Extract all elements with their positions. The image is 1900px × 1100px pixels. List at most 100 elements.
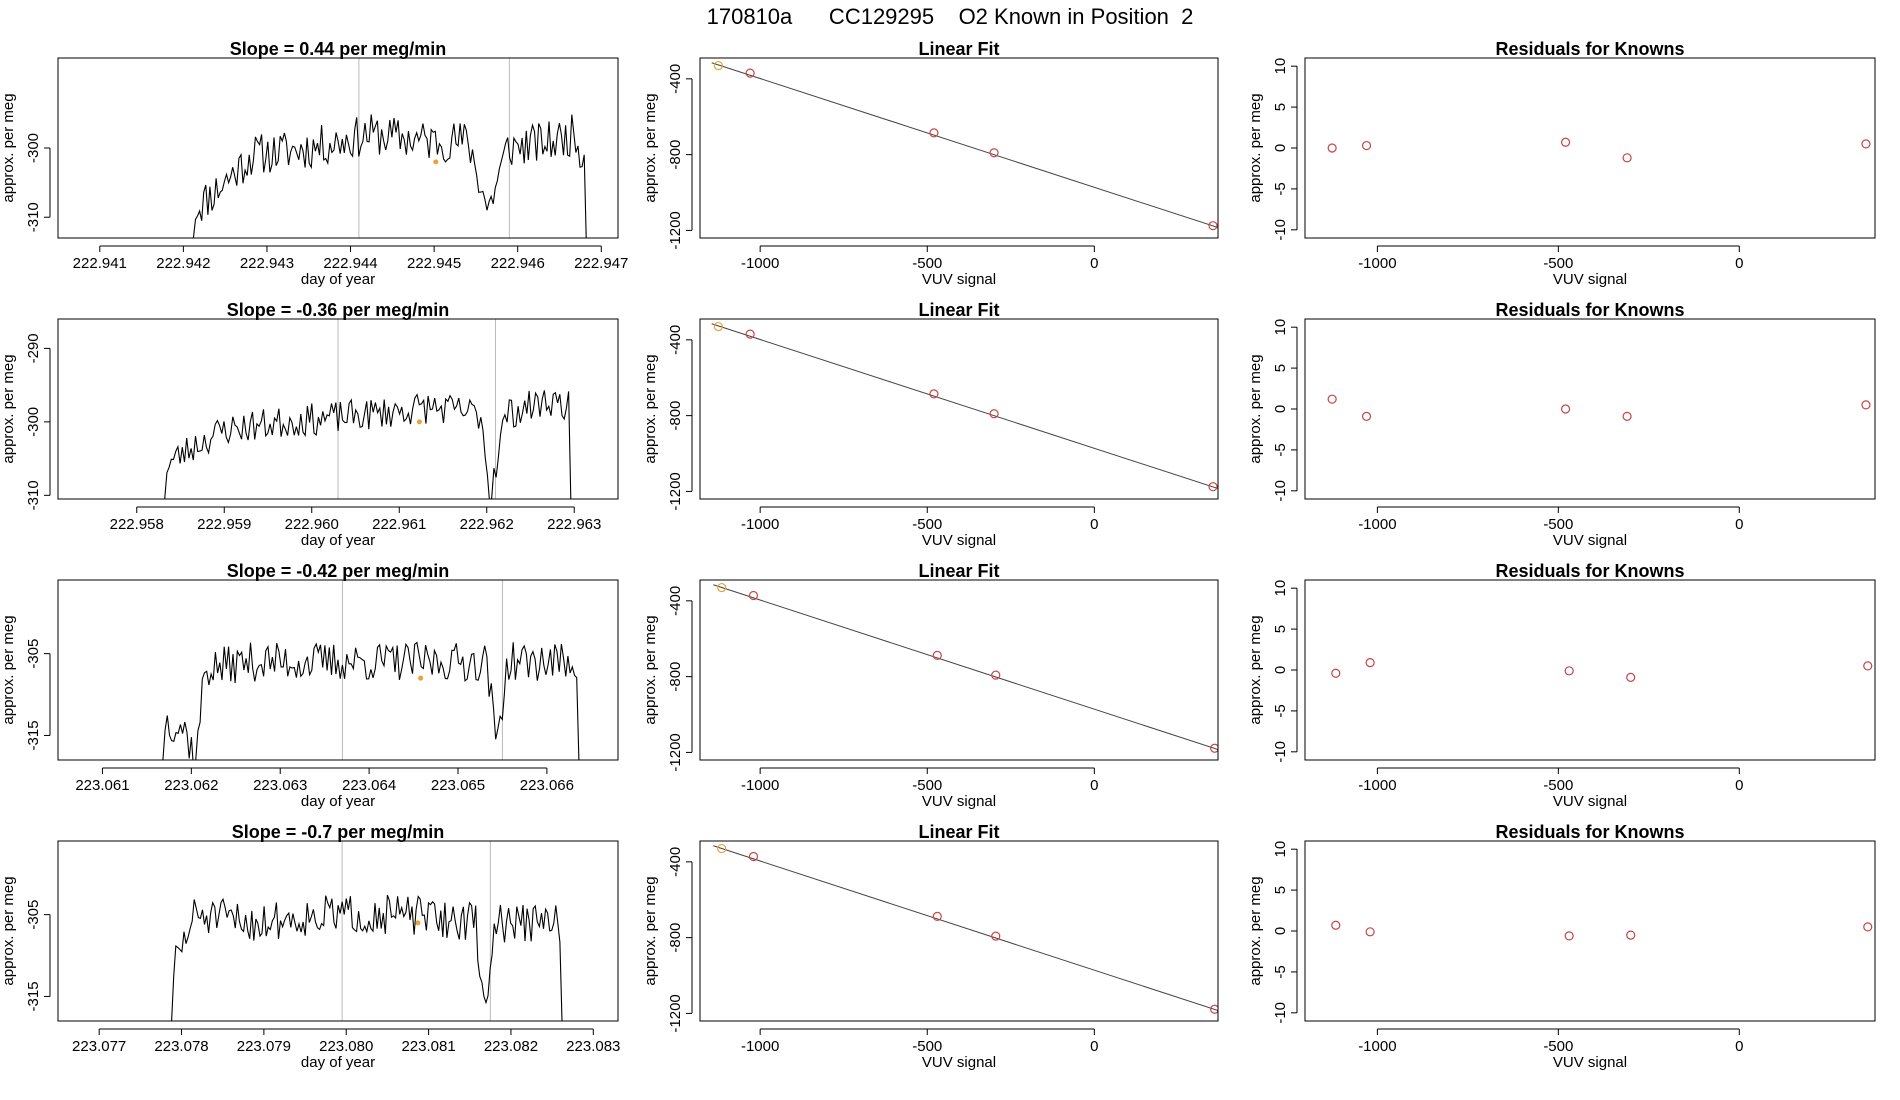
plot-area xyxy=(1327,137,1871,163)
plot-area xyxy=(171,841,563,1021)
x-tick-label: 0 xyxy=(1735,1038,1743,1055)
y-tick-label: 10 xyxy=(1272,841,1289,858)
x-axis-label: day of year xyxy=(301,271,375,288)
signal-line xyxy=(171,894,563,1021)
fit-line xyxy=(713,584,1218,751)
residual-point xyxy=(1861,400,1871,410)
x-tick-label: 223.081 xyxy=(401,1038,455,1055)
y-tick-label: -310 xyxy=(25,480,42,510)
signal-line xyxy=(192,114,587,238)
time-series-panel-3: Slope = -0.42 per meg/min 223.061 223.062 2… xyxy=(0,561,619,810)
x-tick-label: 222.945 xyxy=(407,255,461,272)
residual-point xyxy=(1861,139,1871,149)
data-point xyxy=(748,851,759,862)
x-tick-label: 222.946 xyxy=(491,255,545,272)
signal-line xyxy=(164,390,572,499)
x-tick-label: -1000 xyxy=(1358,1038,1396,1055)
y-tick-label: -400 xyxy=(667,64,684,94)
y-tick-label: -10 xyxy=(1272,1002,1289,1024)
x-tick-label: -1000 xyxy=(741,777,779,794)
x-tick-label: -500 xyxy=(912,255,942,272)
residual-point xyxy=(1626,672,1636,682)
data-point xyxy=(991,670,1001,680)
panel-title: Residuals for Knowns xyxy=(1495,822,1684,842)
fit-line xyxy=(711,62,1218,229)
x-tick-label: 0 xyxy=(1735,516,1743,533)
x-axis-label: VUV signal xyxy=(1553,271,1627,288)
y-tick-label: -5 xyxy=(1272,182,1289,195)
plot-frame xyxy=(1304,579,1876,761)
x-tick-label: 222.944 xyxy=(323,255,377,272)
x-tick-label: 0 xyxy=(1090,777,1098,794)
y-tick-label: -800 xyxy=(667,140,684,170)
y-tick-label: 10 xyxy=(1272,319,1289,336)
x-tick-label: -1000 xyxy=(741,1038,779,1055)
plot-frame xyxy=(1304,840,1876,1022)
data-point xyxy=(989,148,999,158)
data-point xyxy=(1210,743,1218,753)
residuals-panel-3: Residuals for Knowns -1000 -500 0 VUV signal… xyxy=(1247,561,1876,810)
residual-point xyxy=(1564,666,1574,676)
x-axis-label: VUV signal xyxy=(1553,532,1627,549)
highlight-marker xyxy=(418,675,424,681)
panel-title: Slope = 0.44 per meg/min xyxy=(230,39,447,59)
x-axis-label: VUV signal xyxy=(922,532,996,549)
time-series-panel-1: Slope = 0.44 per meg/min 222.941 222.942 22… xyxy=(0,39,628,288)
y-tick-label: 5 xyxy=(1272,364,1289,372)
y-tick-label: -800 xyxy=(667,923,684,953)
y-tick-label: -315 xyxy=(25,981,42,1011)
y-tick-label: -800 xyxy=(667,662,684,692)
plot-frame xyxy=(57,840,619,1022)
signal-line xyxy=(162,641,580,760)
x-tick-label: 222.943 xyxy=(240,255,294,272)
x-tick-label: -500 xyxy=(1543,1038,1573,1055)
x-axis-label: day of year xyxy=(301,532,375,549)
x-tick-label: 223.062 xyxy=(164,777,218,794)
plot-frame xyxy=(1304,318,1876,500)
plot-area xyxy=(1327,394,1871,421)
y-tick-label: -400 xyxy=(667,586,684,616)
x-axis-label: VUV signal xyxy=(1553,793,1627,810)
x-tick-label: -1000 xyxy=(741,255,779,272)
panel-title: Linear Fit xyxy=(918,822,999,842)
x-tick-label: -500 xyxy=(1543,516,1573,533)
y-tick-label: -5 xyxy=(1272,965,1289,978)
data-point xyxy=(745,68,755,78)
y-tick-label: -1200 xyxy=(667,211,684,249)
y-axis-label: approx. per meg xyxy=(642,876,659,985)
plot-area xyxy=(711,321,1218,492)
plot-frame xyxy=(699,318,1219,500)
y-tick-label: -10 xyxy=(1272,219,1289,241)
residual-point xyxy=(1622,411,1632,421)
x-tick-label: 223.065 xyxy=(431,777,485,794)
x-tick-label: 223.082 xyxy=(484,1038,538,1055)
x-tick-label: -1000 xyxy=(1358,516,1396,533)
residual-point xyxy=(1365,927,1375,937)
residual-point xyxy=(1365,658,1375,668)
x-tick-label: 222.942 xyxy=(156,255,210,272)
residual-point xyxy=(1622,153,1632,163)
x-tick-label: 0 xyxy=(1735,777,1743,794)
x-tick-label: 222.947 xyxy=(574,255,628,272)
y-axis-label: approx. per meg xyxy=(0,354,17,463)
x-tick-label: -500 xyxy=(912,1038,942,1055)
y-axis-label: approx. per meg xyxy=(642,93,659,202)
residual-point xyxy=(1560,404,1571,414)
residual-point xyxy=(1863,922,1873,932)
data-point xyxy=(717,843,727,854)
plot-frame xyxy=(699,579,1219,761)
y-tick-label: -1200 xyxy=(667,472,684,510)
residuals-panel-2: Residuals for Knowns -1000 -500 0 VUV signal… xyxy=(1247,300,1876,549)
x-tick-label: 223.083 xyxy=(566,1038,620,1055)
residual-point xyxy=(1361,140,1372,151)
plot-frame xyxy=(699,840,1219,1022)
y-tick-label: -800 xyxy=(667,401,684,431)
residual-point xyxy=(1361,411,1372,421)
data-point xyxy=(1210,1004,1218,1014)
y-tick-label: -400 xyxy=(667,325,684,355)
plot-area xyxy=(192,58,587,238)
x-axis-label: VUV signal xyxy=(1553,1054,1627,1071)
y-tick-label: -310 xyxy=(25,202,42,232)
y-axis-label: approx. per meg xyxy=(0,615,17,724)
x-tick-label: 0 xyxy=(1735,255,1743,272)
